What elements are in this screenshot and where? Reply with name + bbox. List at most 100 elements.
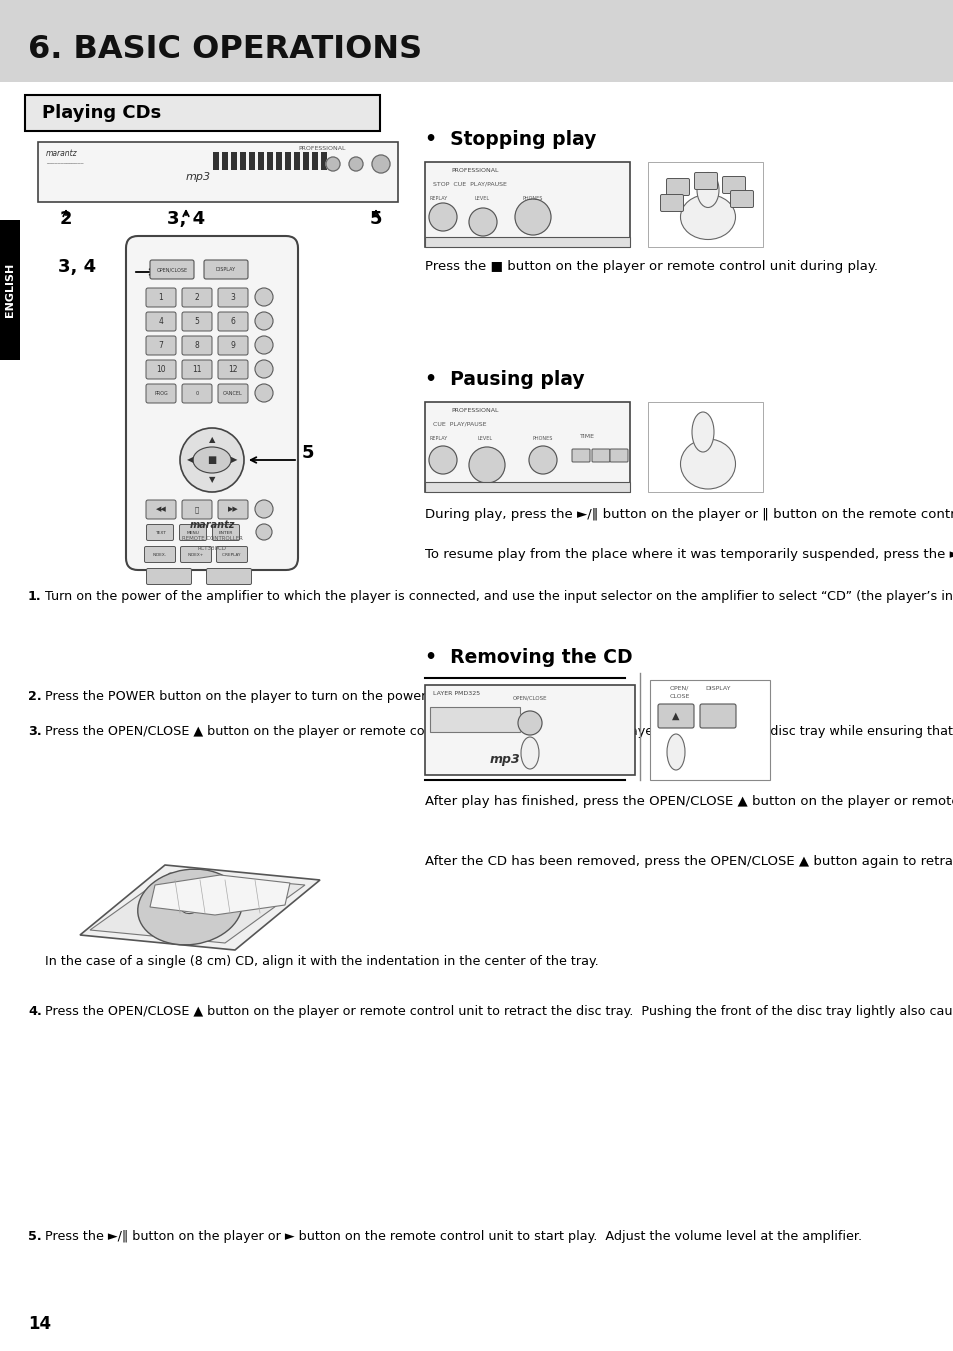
Text: TEXT: TEXT bbox=[154, 531, 165, 535]
Ellipse shape bbox=[691, 412, 713, 453]
FancyBboxPatch shape bbox=[146, 384, 175, 403]
Text: ▲: ▲ bbox=[209, 435, 215, 444]
Text: DISPLAY: DISPLAY bbox=[215, 267, 235, 272]
Circle shape bbox=[469, 208, 497, 236]
Text: Playing CDs: Playing CDs bbox=[42, 104, 161, 122]
Text: Turn on the power of the amplifier to which the player is connected, and use the: Turn on the power of the amplifier to wh… bbox=[45, 590, 953, 603]
FancyBboxPatch shape bbox=[206, 569, 252, 585]
FancyBboxPatch shape bbox=[179, 524, 206, 540]
Text: To resume play from the place where it was temporarily suspended, press the ►/‖ : To resume play from the place where it w… bbox=[424, 549, 953, 561]
FancyBboxPatch shape bbox=[147, 569, 192, 585]
Bar bbox=[231, 153, 236, 170]
FancyBboxPatch shape bbox=[218, 312, 248, 331]
Text: ▶▶: ▶▶ bbox=[228, 507, 238, 512]
FancyBboxPatch shape bbox=[572, 449, 589, 462]
Text: ◀: ◀ bbox=[187, 455, 193, 465]
Text: Press the POWER button on the player to turn on the power.: Press the POWER button on the player to … bbox=[45, 690, 429, 703]
Text: 6. BASIC OPERATIONS: 6. BASIC OPERATIONS bbox=[28, 35, 421, 65]
FancyBboxPatch shape bbox=[216, 547, 247, 562]
FancyBboxPatch shape bbox=[146, 500, 175, 519]
Ellipse shape bbox=[697, 173, 719, 208]
Circle shape bbox=[255, 524, 272, 540]
Bar bbox=[249, 153, 254, 170]
Text: After the CD has been removed, press the OPEN/CLOSE ▲ button again to retract th: After the CD has been removed, press the… bbox=[424, 855, 953, 867]
Text: PROFESSIONAL: PROFESSIONAL bbox=[451, 408, 498, 413]
FancyBboxPatch shape bbox=[182, 384, 212, 403]
Text: 2.: 2. bbox=[28, 690, 42, 703]
Text: 2: 2 bbox=[60, 209, 72, 228]
Text: 7: 7 bbox=[158, 340, 163, 350]
Text: 10: 10 bbox=[156, 365, 166, 374]
Text: ⏸: ⏸ bbox=[194, 507, 199, 513]
FancyBboxPatch shape bbox=[150, 259, 193, 280]
Text: •  Removing the CD: • Removing the CD bbox=[424, 648, 632, 667]
Text: 2: 2 bbox=[194, 293, 199, 303]
Circle shape bbox=[349, 157, 363, 172]
Bar bbox=[240, 153, 246, 170]
Text: 3.: 3. bbox=[28, 725, 42, 738]
Text: MENU: MENU bbox=[187, 531, 199, 535]
Circle shape bbox=[429, 446, 456, 474]
Circle shape bbox=[254, 359, 273, 378]
Circle shape bbox=[254, 500, 273, 517]
Text: 5.: 5. bbox=[28, 1229, 42, 1243]
Text: Press the ■ button on the player or remote control unit during play.: Press the ■ button on the player or remo… bbox=[424, 259, 877, 273]
Text: INDEX+: INDEX+ bbox=[188, 553, 204, 557]
FancyBboxPatch shape bbox=[218, 336, 248, 355]
Bar bbox=[222, 153, 228, 170]
Circle shape bbox=[529, 446, 557, 474]
Text: 3: 3 bbox=[231, 293, 235, 303]
FancyBboxPatch shape bbox=[146, 288, 175, 307]
Text: 9: 9 bbox=[231, 340, 235, 350]
Text: OPEN/CLOSE: OPEN/CLOSE bbox=[512, 694, 547, 700]
Circle shape bbox=[429, 203, 456, 231]
FancyBboxPatch shape bbox=[694, 173, 717, 189]
FancyBboxPatch shape bbox=[700, 704, 735, 728]
Ellipse shape bbox=[137, 869, 242, 944]
Text: In the case of a single (8 cm) CD, align it with the indentation in the center o: In the case of a single (8 cm) CD, align… bbox=[45, 955, 598, 969]
Text: OPEN/CLOSE: OPEN/CLOSE bbox=[156, 267, 188, 272]
Text: 5: 5 bbox=[194, 317, 199, 326]
Text: REPLAY: REPLAY bbox=[430, 196, 448, 201]
Text: RCT330CD: RCT330CD bbox=[197, 546, 226, 551]
Text: •  Stopping play: • Stopping play bbox=[424, 130, 596, 149]
FancyBboxPatch shape bbox=[218, 359, 248, 380]
Ellipse shape bbox=[520, 738, 538, 769]
Bar bbox=[430, 707, 519, 732]
Circle shape bbox=[254, 384, 273, 403]
FancyBboxPatch shape bbox=[25, 95, 379, 131]
FancyBboxPatch shape bbox=[659, 195, 682, 212]
Text: 11: 11 bbox=[193, 365, 201, 374]
Text: ▶: ▶ bbox=[231, 455, 237, 465]
Bar bbox=[0, 0, 953, 82]
Text: marantz: marantz bbox=[189, 520, 234, 530]
Bar bbox=[424, 236, 629, 247]
Text: REMOTE CONTROLLER: REMOTE CONTROLLER bbox=[181, 536, 242, 540]
Circle shape bbox=[372, 155, 390, 173]
Text: CUE  PLAY/PAUSE: CUE PLAY/PAUSE bbox=[433, 422, 486, 427]
Text: 1: 1 bbox=[158, 293, 163, 303]
Bar bbox=[647, 403, 762, 492]
Text: CLOSE: CLOSE bbox=[669, 694, 690, 698]
FancyBboxPatch shape bbox=[592, 449, 609, 462]
Text: 12: 12 bbox=[228, 365, 237, 374]
Bar bbox=[424, 685, 635, 775]
Text: ENTER: ENTER bbox=[218, 531, 233, 535]
Polygon shape bbox=[150, 875, 290, 915]
Circle shape bbox=[515, 199, 551, 235]
Bar bbox=[257, 153, 264, 170]
Bar bbox=[649, 680, 769, 780]
Text: 14: 14 bbox=[28, 1315, 51, 1333]
Bar bbox=[267, 153, 273, 170]
Bar bbox=[294, 153, 299, 170]
FancyBboxPatch shape bbox=[147, 524, 173, 540]
Text: LAYER PMD325: LAYER PMD325 bbox=[433, 690, 479, 696]
Text: PHONES: PHONES bbox=[533, 436, 553, 440]
Polygon shape bbox=[80, 865, 319, 950]
Text: After play has finished, press the OPEN/CLOSE ▲ button on the player or remote c: After play has finished, press the OPEN/… bbox=[424, 794, 953, 808]
Text: OPEN/: OPEN/ bbox=[669, 686, 689, 690]
FancyBboxPatch shape bbox=[182, 336, 212, 355]
Text: TIME: TIME bbox=[579, 434, 595, 439]
Bar bbox=[38, 142, 397, 203]
Text: Press the OPEN/CLOSE ▲ button on the player or remote control unit to retract th: Press the OPEN/CLOSE ▲ button on the pla… bbox=[45, 1005, 953, 1019]
